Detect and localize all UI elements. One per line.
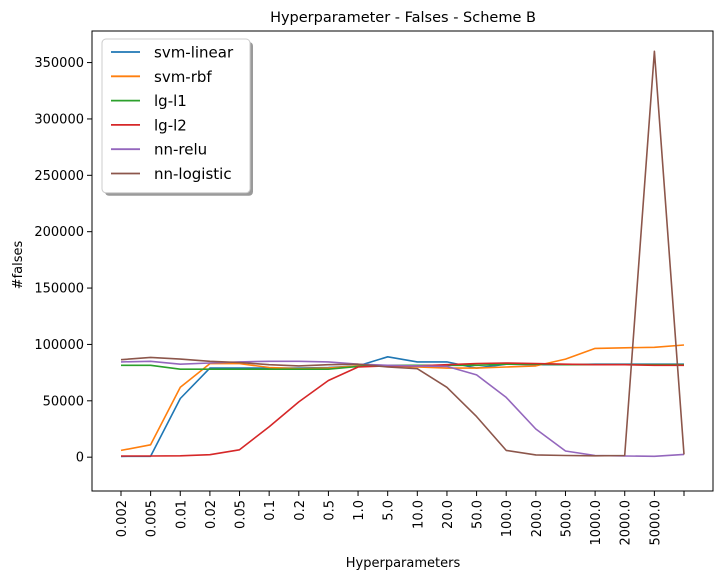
x-tick-label: 500.0 [559, 500, 574, 537]
legend-label-lg-l1: lg-l1 [154, 92, 187, 110]
x-tick-label: 2000.0 [619, 500, 634, 546]
y-axis: 0 50000 100000 150000 200000 250000 300000 3500… [34, 56, 92, 466]
x-tick-label: 0.02 [204, 500, 219, 529]
x-tick-label: 200.0 [530, 500, 545, 537]
y-tick-label: 0 [76, 451, 84, 466]
plot-frame [91, 30, 714, 492]
y-tick-label: 200000 [34, 225, 84, 240]
x-tick-label: 0.002 [115, 500, 130, 537]
x-tick-label: 0.005 [145, 500, 160, 537]
series-line-nn-logistic [120, 50, 685, 457]
x-tick-label: 10.0 [411, 500, 426, 529]
y-tick-label: 300000 [34, 112, 84, 127]
legend-label-nn-relu: nn-relu [154, 141, 207, 159]
series-line-lg-l2 [121, 362, 684, 457]
legend: svm-linear svm-rbf lg-l1 lg-l2 nn-relu nn-log… [101, 38, 253, 196]
x-axis-label: Hyperparameters [346, 556, 461, 571]
x-tick-label: 0.5 [322, 500, 337, 521]
legend-label-nn-logistic: nn-logistic [154, 165, 232, 183]
legend-label-svm-linear: svm-linear [154, 44, 234, 62]
y-axis-label: #falses [11, 240, 26, 289]
x-tick-label: 100.0 [500, 500, 515, 537]
y-tick-label: 50000 [43, 394, 84, 409]
y-tick-label: 250000 [34, 169, 84, 184]
x-tick-label: 1.0 [352, 500, 367, 521]
legend-box [101, 38, 251, 194]
series-line-nn-relu [120, 360, 685, 458]
x-axis: 0.002 0.005 0.01 0.02 0.05 0.1 0.2 0.5 1.0 5.0 10.… [115, 491, 685, 546]
x-tick-label: 5.0 [382, 500, 397, 521]
plot-area [91, 30, 714, 492]
x-tick-label: 1000.0 [589, 500, 604, 546]
x-tick-label: 0.1 [263, 500, 278, 521]
x-tick-label: 0.01 [174, 500, 189, 529]
y-tick-label: 100000 [34, 338, 84, 353]
x-tick-label: 0.05 [234, 500, 249, 529]
x-tick-label: 5000.0 [648, 500, 663, 546]
x-tick-label: 20.0 [441, 500, 456, 529]
series-line-svm-linear [120, 355, 684, 458]
y-tick-label: 150000 [34, 282, 84, 297]
legend-label-svm-rbf: svm-rbf [154, 68, 212, 86]
y-tick-label: 350000 [34, 56, 84, 71]
x-tick-label: 0.2 [293, 500, 308, 521]
x-tick-label: 50.0 [471, 500, 486, 529]
legend-label-lg-l2: lg-l2 [154, 116, 187, 134]
chart-title: Hyperparameter - Falses - Scheme B [270, 10, 536, 26]
